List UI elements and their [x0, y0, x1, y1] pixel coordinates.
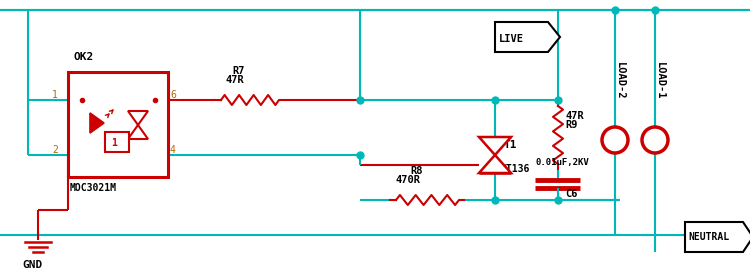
Bar — [68, 72, 168, 177]
Text: LOAD-1: LOAD-1 — [655, 63, 665, 100]
Text: GND: GND — [22, 260, 42, 270]
Text: NEUTRAL: NEUTRAL — [688, 232, 729, 242]
Circle shape — [642, 127, 668, 153]
Text: 47R: 47R — [225, 75, 244, 85]
Circle shape — [602, 127, 628, 153]
Polygon shape — [495, 22, 560, 52]
Polygon shape — [128, 111, 148, 125]
Text: T1: T1 — [504, 140, 518, 150]
Bar — [105, 132, 129, 152]
Text: 1: 1 — [111, 138, 117, 148]
Polygon shape — [479, 155, 511, 173]
Polygon shape — [685, 222, 750, 252]
Text: LOAD-2: LOAD-2 — [615, 63, 625, 100]
Text: 6: 6 — [170, 90, 176, 100]
Text: OK2: OK2 — [73, 52, 93, 62]
Polygon shape — [479, 137, 511, 155]
Text: R8: R8 — [410, 166, 422, 176]
Text: 0.01uF,2KV: 0.01uF,2KV — [535, 158, 589, 167]
Text: R9: R9 — [565, 120, 578, 130]
Text: 47R: 47R — [565, 111, 584, 121]
Text: 470R: 470R — [395, 175, 420, 185]
Text: 2: 2 — [52, 145, 58, 155]
Polygon shape — [128, 125, 148, 139]
Text: 4: 4 — [170, 145, 176, 155]
Text: C6: C6 — [565, 189, 578, 199]
Text: MOC3021M: MOC3021M — [70, 183, 117, 193]
Text: R7: R7 — [232, 66, 244, 76]
Polygon shape — [90, 113, 104, 133]
Text: 1: 1 — [52, 90, 58, 100]
Text: LIVE: LIVE — [499, 34, 524, 44]
Text: BT136: BT136 — [500, 164, 530, 174]
